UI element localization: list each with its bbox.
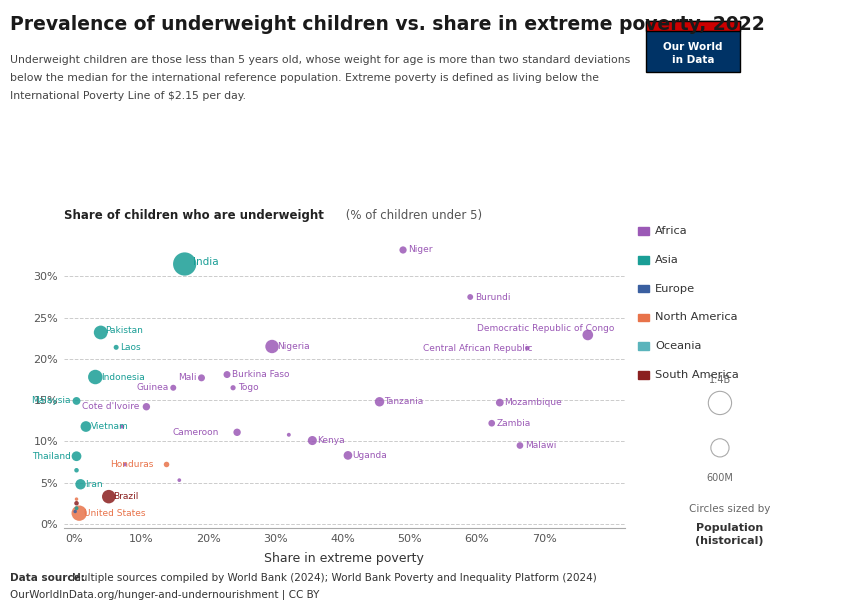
Text: Democratic Republic of Congo: Democratic Republic of Congo — [477, 324, 615, 333]
Text: Honduras: Honduras — [110, 460, 153, 469]
Point — [265, 341, 279, 351]
Point — [713, 398, 727, 408]
Text: Data source:: Data source: — [10, 573, 88, 583]
Point — [581, 330, 595, 340]
Point — [74, 479, 88, 489]
Text: 1:4B: 1:4B — [709, 375, 731, 385]
FancyBboxPatch shape — [646, 21, 740, 72]
Text: (% of children under 5): (% of children under 5) — [342, 209, 482, 222]
X-axis label: Share in extreme poverty: Share in extreme poverty — [264, 552, 424, 565]
Text: Nigeria: Nigeria — [277, 342, 309, 351]
Text: Asia: Asia — [655, 255, 679, 265]
Point — [70, 499, 83, 508]
Point — [230, 427, 244, 437]
Point — [493, 398, 507, 407]
Text: Togo: Togo — [238, 383, 258, 392]
Text: Cameroon: Cameroon — [173, 428, 219, 437]
Point — [88, 372, 102, 382]
Point — [118, 460, 132, 469]
Text: Population
(historical): Population (historical) — [695, 523, 763, 545]
Point — [282, 430, 296, 440]
FancyBboxPatch shape — [646, 21, 740, 31]
Text: Laos: Laos — [120, 343, 141, 352]
Text: Iran: Iran — [85, 480, 103, 489]
Point — [226, 383, 240, 392]
Point — [220, 370, 234, 379]
Text: Circles sized by: Circles sized by — [688, 504, 770, 514]
Text: Europe: Europe — [655, 284, 695, 293]
Point — [94, 328, 107, 337]
Text: Mali: Mali — [178, 373, 197, 382]
Text: International Poverty Line of $2.15 per day.: International Poverty Line of $2.15 per … — [10, 91, 246, 101]
Text: Malaysia: Malaysia — [31, 397, 71, 406]
Text: Cote d'Ivoire: Cote d'Ivoire — [82, 402, 139, 411]
Text: Mozambique: Mozambique — [505, 398, 562, 407]
Text: Brazil: Brazil — [113, 492, 139, 501]
Point — [396, 245, 410, 255]
Text: Multiple sources compiled by World Bank (2024); World Bank Poverty and Inequalit: Multiple sources compiled by World Bank … — [72, 573, 597, 583]
Text: Vietnam: Vietnam — [91, 422, 128, 431]
Text: Indonesia: Indonesia — [100, 373, 144, 382]
Point — [160, 460, 173, 469]
Text: Burkina Faso: Burkina Faso — [232, 370, 289, 379]
Point — [372, 397, 386, 407]
Point — [305, 436, 319, 445]
Point — [341, 451, 354, 460]
Point — [167, 383, 180, 392]
Point — [102, 492, 116, 502]
Point — [70, 494, 83, 504]
Text: Niger: Niger — [408, 245, 433, 254]
Text: North America: North America — [655, 313, 738, 322]
Text: Malawi: Malawi — [524, 441, 556, 450]
Point — [116, 422, 129, 431]
Text: Zambia: Zambia — [496, 419, 530, 428]
Text: Prevalence of underweight children vs. share in extreme poverty, 2022: Prevalence of underweight children vs. s… — [10, 15, 765, 34]
Point — [68, 506, 82, 516]
Text: Pakistan: Pakistan — [105, 326, 144, 335]
Text: 600M: 600M — [706, 473, 734, 483]
Point — [178, 259, 191, 269]
Point — [484, 418, 498, 428]
Text: Kenya: Kenya — [317, 436, 344, 445]
Point — [513, 440, 527, 450]
Text: Guinea: Guinea — [136, 383, 168, 392]
Point — [713, 443, 727, 452]
Point — [173, 475, 186, 485]
Text: Underweight children are those less than 5 years old, whose weight for age is mo: Underweight children are those less than… — [10, 55, 631, 65]
Point — [463, 292, 477, 302]
Point — [70, 503, 83, 513]
Text: United States: United States — [84, 509, 145, 518]
Text: Oceania: Oceania — [655, 341, 702, 351]
Text: Our World
in Data: Our World in Data — [663, 42, 722, 65]
Text: Burundi: Burundi — [475, 292, 511, 301]
Text: Uganda: Uganda — [353, 451, 388, 460]
Text: Thailand: Thailand — [31, 452, 71, 461]
Text: Central African Republic: Central African Republic — [423, 344, 533, 353]
Point — [520, 343, 534, 353]
Text: South America: South America — [655, 370, 740, 380]
Point — [70, 451, 83, 461]
Point — [72, 508, 86, 518]
Text: Share of children who are underweight: Share of children who are underweight — [64, 209, 324, 222]
Text: India: India — [194, 257, 219, 266]
Point — [195, 373, 208, 383]
Point — [70, 466, 83, 475]
Text: OurWorldInData.org/hunger-and-undernourishment | CC BY: OurWorldInData.org/hunger-and-undernouri… — [10, 590, 320, 600]
Text: below the median for the international reference population. Extreme poverty is : below the median for the international r… — [10, 73, 599, 83]
Point — [70, 396, 83, 406]
Point — [139, 402, 153, 412]
Text: Africa: Africa — [655, 226, 688, 236]
Point — [79, 422, 93, 431]
Point — [110, 343, 123, 352]
Text: Tanzania: Tanzania — [384, 397, 423, 406]
